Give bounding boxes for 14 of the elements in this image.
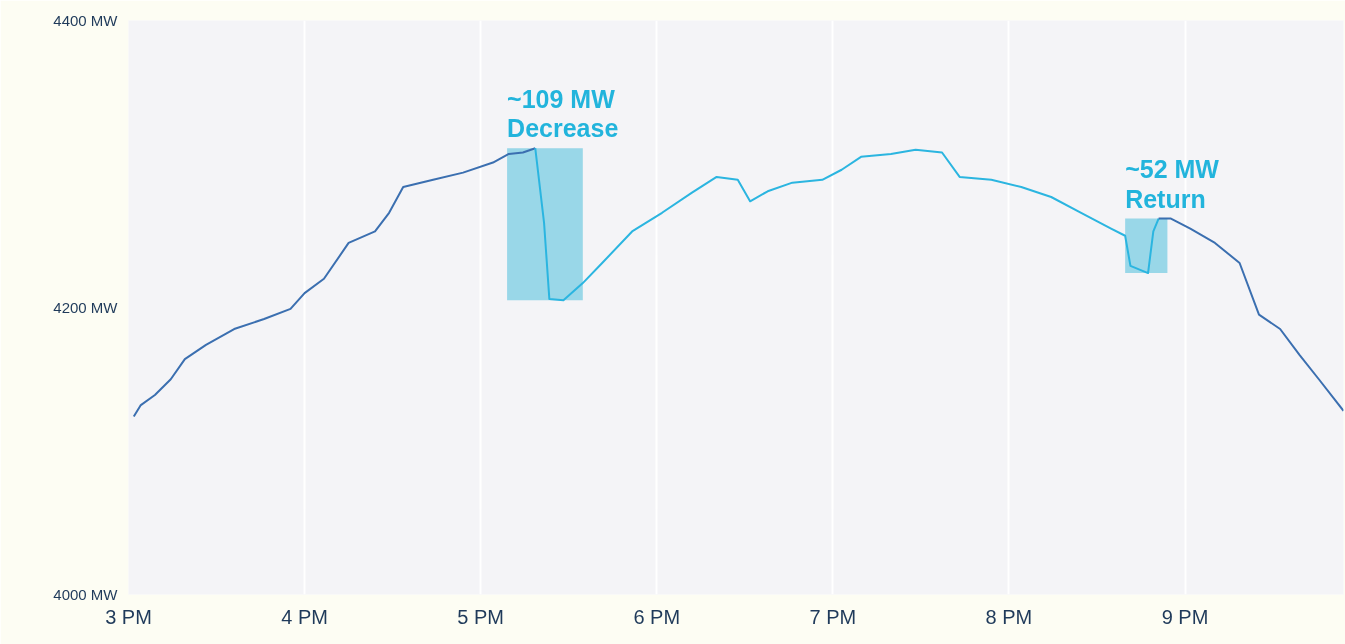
y-tick-label: 4400 MW [53,12,119,29]
line-series [1157,217,1344,412]
x-tick-label: 9 PM [1161,605,1209,628]
y-tick-label: 4200 MW [53,299,119,316]
x-tick-label: 5 PM [457,605,505,628]
band-label: ~52 MW Return [1125,155,1220,213]
x-tick-label: 4 PM [281,605,328,628]
x-tick-label: 6 PM [633,605,681,628]
band-label: ~109 MW Decrease [507,84,619,143]
x-tick-label: 7 PM [809,605,857,628]
x-tick-label: 8 PM [985,605,1033,628]
y-tick-label: 4000 MW [53,586,119,603]
line-series [132,147,537,418]
x-tick-label: 3 PM [105,605,152,628]
